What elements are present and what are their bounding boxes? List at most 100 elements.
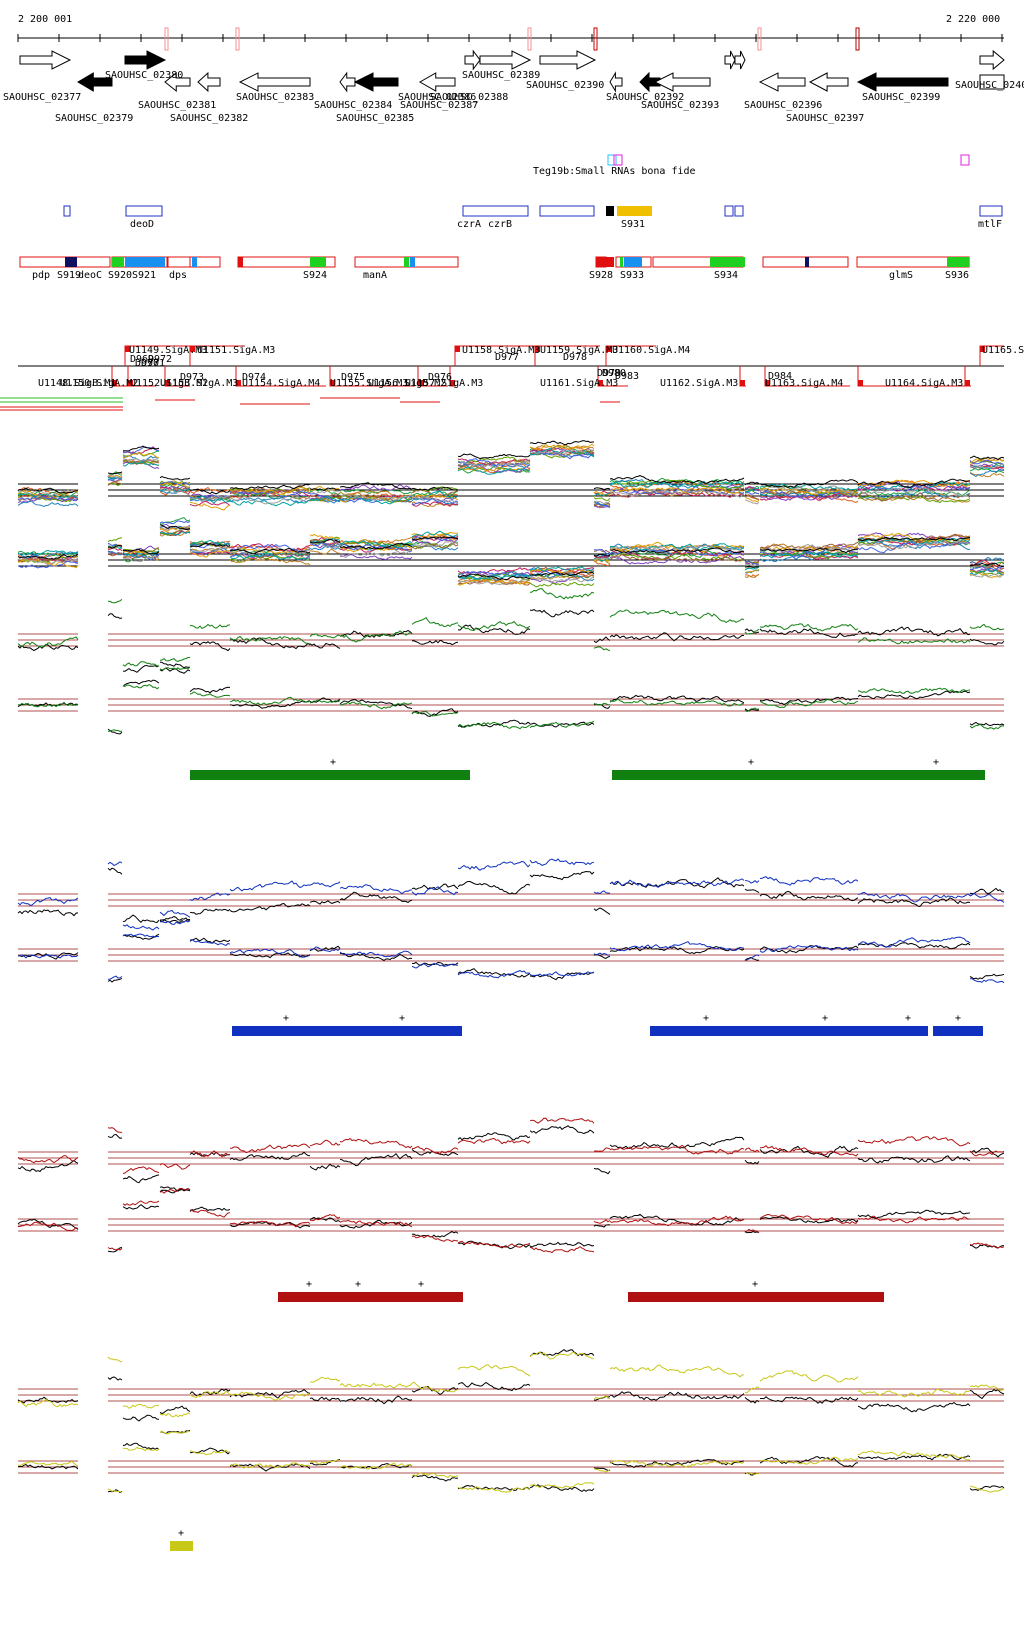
- condition-series-black: [609, 945, 745, 955]
- condition-series-black: [189, 1388, 231, 1397]
- condition-bar: [628, 1292, 884, 1302]
- profile-series: [969, 459, 1005, 466]
- downshift-label: D969: [130, 354, 154, 365]
- gene-arrow-minus: [609, 71, 623, 93]
- profile-series: [744, 487, 760, 493]
- profile-series: [17, 495, 79, 502]
- condition-series-black: [457, 624, 531, 635]
- downshift-label: D975: [341, 372, 365, 383]
- condition-series-black: [744, 1159, 760, 1165]
- profile-series: [457, 577, 531, 586]
- operon-box: [324, 256, 336, 268]
- condition-series: [229, 1220, 311, 1228]
- profile-series: [159, 517, 191, 525]
- downshift-label: D971: [141, 358, 165, 369]
- gene-arrow-minus: [639, 71, 661, 93]
- condition-series: [17, 897, 79, 906]
- profile-series: [122, 554, 160, 561]
- condition-series: [229, 1391, 311, 1401]
- condition-series-black: [122, 914, 160, 924]
- upshift-label: U1152.SigB.M2: [130, 378, 208, 389]
- condition-series: [339, 950, 413, 958]
- operon-label: S933: [620, 270, 644, 281]
- profile-series: [760, 543, 859, 553]
- condition-series-black: [529, 972, 595, 981]
- condition-series-black: [17, 643, 79, 652]
- coordinate-ruler: 2 200 001 2 220 000: [17, 14, 1004, 51]
- gene-arrow-minus: [77, 72, 113, 92]
- operon-label: S919: [57, 270, 81, 281]
- condition-series: [309, 1139, 341, 1147]
- condition-series: [609, 1215, 745, 1227]
- condition-series: [744, 1471, 760, 1476]
- profile-series: [529, 566, 594, 573]
- condition-series-black: [122, 679, 160, 687]
- profile-series-black: [857, 478, 971, 489]
- condition-series-black: [759, 628, 859, 639]
- condition-series: [17, 1460, 79, 1467]
- condition-series-black: [122, 1174, 160, 1184]
- gene-label: SAOUHSC_02397: [786, 113, 864, 124]
- plus-mark: +: [748, 757, 754, 768]
- condition-series-black: [760, 1396, 859, 1404]
- profile-series: [17, 494, 79, 500]
- condition-series: [189, 1209, 231, 1218]
- upshift-label: U1165.SigA: [982, 345, 1024, 356]
- profile-series: [457, 466, 531, 475]
- condition-series-black: [744, 956, 760, 961]
- plus-mark: +: [822, 1013, 828, 1024]
- profile-series: [857, 532, 971, 542]
- profile-series: [609, 544, 745, 552]
- condition-series-black: [107, 1376, 123, 1381]
- gene-name-track: deoD czrA czrB S931 mtlF: [63, 205, 1003, 230]
- condition-series: [229, 948, 311, 958]
- profile-series: [159, 525, 191, 531]
- condition-series: [969, 892, 1005, 903]
- gene-label: SAOUHSC_02379: [55, 113, 133, 124]
- condition-series-black: [759, 1216, 859, 1224]
- profile-series: [744, 496, 760, 503]
- condition-series-black: [457, 1132, 531, 1141]
- profile-series: [609, 480, 745, 488]
- profile-series: [759, 485, 859, 497]
- profile-series: [309, 541, 341, 549]
- condition-series: [122, 1200, 160, 1206]
- condition-series: [17, 702, 79, 708]
- condition-series-black: [229, 700, 311, 709]
- condition-series-black: [309, 1396, 341, 1402]
- operon-label: pdp: [32, 270, 50, 281]
- profile-series: [593, 497, 611, 501]
- profile-series: [609, 543, 745, 552]
- condition-series: [857, 637, 971, 645]
- shift-marker: [450, 380, 455, 386]
- condition-series-black: [593, 1167, 611, 1175]
- profile-series-black: [969, 562, 1005, 568]
- profile-series: [229, 496, 311, 504]
- condition-series: [229, 880, 311, 892]
- condition-series: [339, 1382, 413, 1389]
- condition-series: [529, 721, 595, 729]
- profile-series: [411, 498, 459, 506]
- condition-series-black: [529, 1348, 595, 1357]
- condition-series: [969, 978, 1005, 984]
- condition-series-black: [411, 1231, 459, 1238]
- condition-series-black: [759, 1456, 859, 1468]
- profile-series: [229, 557, 311, 566]
- profile-series: [529, 574, 595, 580]
- condition-series: [122, 1166, 160, 1174]
- condition-series: [609, 1459, 745, 1468]
- profile-series: [745, 486, 760, 491]
- srna-box: [607, 154, 617, 166]
- shift-marker: [980, 346, 985, 352]
- condition-series: [593, 890, 611, 895]
- gene-arrow-minus: [197, 71, 221, 93]
- shift-marker: [606, 346, 611, 352]
- condition-series: [122, 684, 160, 690]
- downshift-label: D974: [242, 372, 266, 383]
- condition-series: [339, 701, 413, 710]
- condition-series-black: [759, 696, 859, 706]
- condition-series-black: [189, 1447, 231, 1455]
- profile-series: [229, 543, 311, 552]
- profile-series: [609, 487, 744, 494]
